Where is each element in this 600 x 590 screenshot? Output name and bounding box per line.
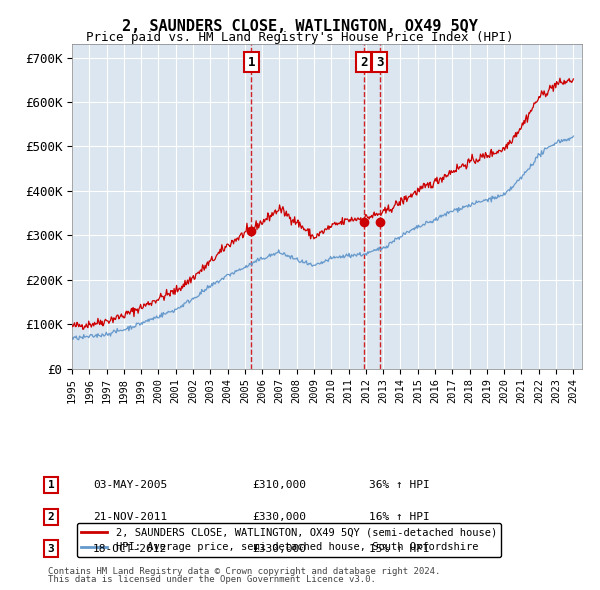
Text: Price paid vs. HM Land Registry's House Price Index (HPI): Price paid vs. HM Land Registry's House …	[86, 31, 514, 44]
Text: 36% ↑ HPI: 36% ↑ HPI	[369, 480, 430, 490]
Text: This data is licensed under the Open Government Licence v3.0.: This data is licensed under the Open Gov…	[48, 575, 376, 584]
Text: 2: 2	[360, 55, 368, 68]
Text: 18-OCT-2012: 18-OCT-2012	[93, 544, 167, 553]
Text: 2: 2	[47, 512, 55, 522]
Legend: 2, SAUNDERS CLOSE, WATLINGTON, OX49 5QY (semi-detached house), HPI: Average pric: 2, SAUNDERS CLOSE, WATLINGTON, OX49 5QY …	[77, 523, 501, 556]
Text: 21-NOV-2011: 21-NOV-2011	[93, 512, 167, 522]
Text: 03-MAY-2005: 03-MAY-2005	[93, 480, 167, 490]
Text: 3: 3	[47, 544, 55, 553]
Text: 1: 1	[248, 55, 255, 68]
Text: 15% ↑ HPI: 15% ↑ HPI	[369, 544, 430, 553]
Text: 2, SAUNDERS CLOSE, WATLINGTON, OX49 5QY: 2, SAUNDERS CLOSE, WATLINGTON, OX49 5QY	[122, 19, 478, 34]
Text: 3: 3	[376, 55, 383, 68]
Text: £310,000: £310,000	[252, 480, 306, 490]
Text: 1: 1	[47, 480, 55, 490]
Text: 16% ↑ HPI: 16% ↑ HPI	[369, 512, 430, 522]
Text: Contains HM Land Registry data © Crown copyright and database right 2024.: Contains HM Land Registry data © Crown c…	[48, 568, 440, 576]
Text: £330,000: £330,000	[252, 512, 306, 522]
Text: £330,000: £330,000	[252, 544, 306, 553]
